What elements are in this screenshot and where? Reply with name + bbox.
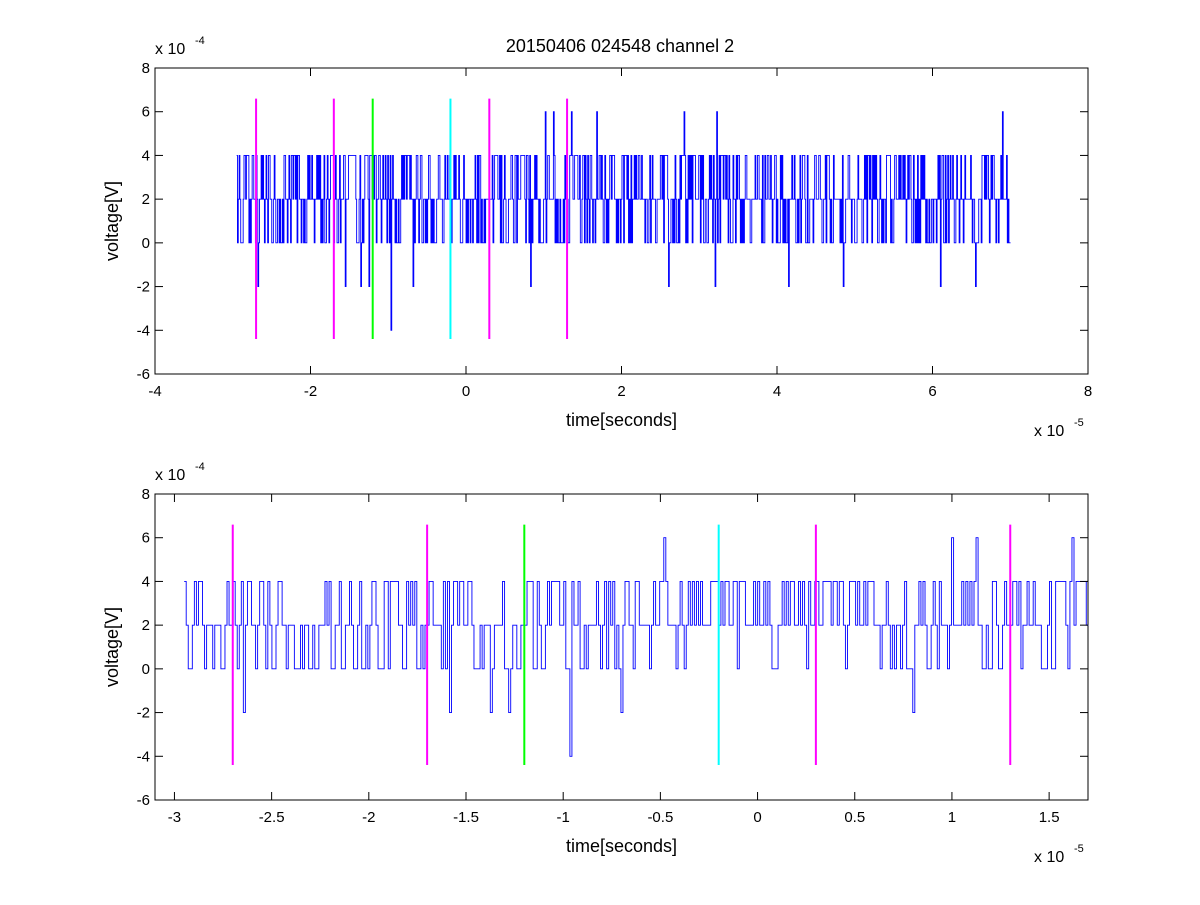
signal-trace [236, 111, 1011, 331]
top-subplot: -4 -2 0 2 4 6 8-6-4-202468time[seconds]voltage… [102, 35, 1092, 440]
figure-title: 20150406 024548 channel 2 [506, 36, 734, 56]
y-tick-label: 8 [142, 60, 150, 77]
x-axis-label: time[seconds] [566, 410, 677, 430]
x-axis-label: time[seconds] [566, 836, 677, 856]
x-exponent-base: x 10 [1034, 423, 1064, 440]
x-tick-label: -0.5 [647, 809, 673, 826]
y-tick-label: 4 [142, 147, 150, 164]
y-tick-label: 0 [142, 661, 150, 678]
x-exponent-base: x 10 [1034, 849, 1064, 866]
y-tick-label: 2 [142, 191, 150, 208]
bottom-subplot: -3 -2.5 -2 -1.5 -1 -0.5 0 0.5 1 1.5 -6 -4 -2 0 2 4 6 8 tim… [102, 461, 1089, 866]
y-exponent-base: x 10 [155, 467, 185, 484]
x-tick-label: 8 [1084, 383, 1092, 400]
y-tick-label: 6 [142, 530, 150, 547]
y-exponent-power: -4 [195, 35, 205, 47]
x-tick-label: -2.5 [259, 809, 285, 826]
y-tick-label: -6 [137, 366, 150, 383]
y-tick-label: 8 [142, 486, 150, 503]
x-tick-label: -2 [362, 809, 375, 826]
x-tick-label: 2 [617, 383, 625, 400]
x-tick-label: 4 [773, 383, 781, 400]
y-tick-label: -4 [137, 322, 150, 339]
x-tick-label: -4 [148, 383, 161, 400]
y-exponent-base: x 10 [155, 41, 185, 58]
y-tick-label: -6 [137, 792, 150, 809]
x-tick-label: 0.5 [844, 809, 865, 826]
y-tick-label: -4 [137, 748, 150, 765]
signal-trace [184, 537, 1089, 757]
y-tick-label: -2 [137, 279, 150, 296]
x-tick-label: 0 [753, 809, 761, 826]
y-tick-label: 0 [142, 235, 150, 252]
x-tick-label: -1 [557, 809, 570, 826]
x-tick-label: -3 [168, 809, 181, 826]
x-tick-label: 0 [462, 383, 470, 400]
x-tick-label: -1.5 [453, 809, 479, 826]
x-tick-label: -2 [304, 383, 317, 400]
x-tick-label: 1 [948, 809, 956, 826]
y-axis-label: voltage[V] [102, 181, 122, 261]
x-tick-label: 6 [928, 383, 936, 400]
y-tick-label: 2 [142, 617, 150, 634]
y-axis-label: voltage[V] [102, 607, 122, 687]
y-tick-label: 4 [142, 573, 150, 590]
y-tick-label: 6 [142, 104, 150, 121]
x-tick-label: 1.5 [1039, 809, 1060, 826]
y-exponent-power: -4 [195, 461, 205, 473]
x-exponent-power: -5 [1074, 843, 1084, 855]
y-tick-label: -2 [137, 705, 150, 722]
x-exponent-power: -5 [1074, 417, 1084, 429]
axes-box [154, 493, 1089, 801]
